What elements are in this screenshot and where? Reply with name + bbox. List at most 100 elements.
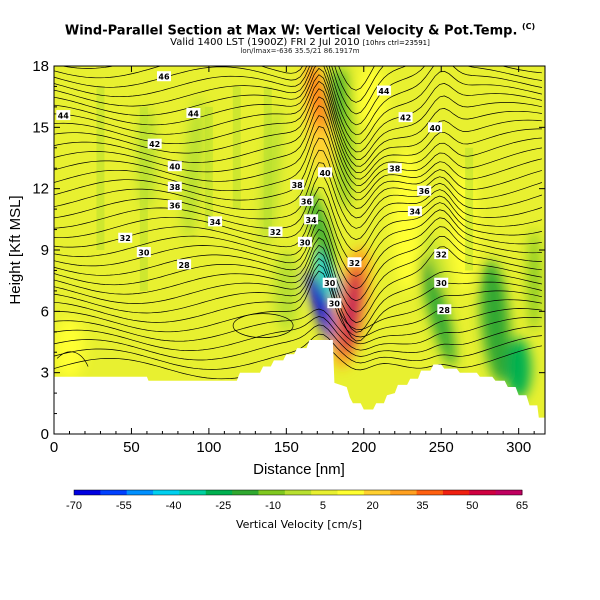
theta-contour-labels: 46 44 44 42 40 38 36 34 32 30 28 32 38 40 36 34 30 30 30 32… — [56, 71, 452, 315]
theta-contour — [54, 125, 542, 201]
theta-label: 38 — [292, 181, 304, 190]
vertical-streak — [204, 106, 213, 230]
theta-contour — [54, 88, 542, 174]
x-tick-label: 300 — [506, 439, 531, 456]
colorbar-segment — [74, 490, 101, 495]
colorbar-segment — [442, 490, 470, 495]
theta-label-box — [268, 226, 283, 237]
theta-label: 30 — [436, 279, 448, 288]
theta-label: 28 — [179, 261, 191, 270]
theta-label: 30 — [329, 300, 341, 309]
colorbar-segment — [311, 490, 339, 495]
theta-label: 36 — [419, 187, 431, 196]
theta-label: 44 — [188, 110, 200, 119]
theta-contour — [54, 66, 542, 115]
theta-label: 42 — [149, 140, 160, 149]
theta-label-box — [56, 110, 71, 121]
x-tick-label: 100 — [196, 439, 221, 456]
theta-contour — [54, 235, 542, 313]
theta-label-box — [186, 108, 201, 119]
theta-label-box — [304, 214, 319, 225]
theta-contour — [54, 162, 543, 229]
colorbar-segment — [495, 490, 523, 495]
theta-contour — [54, 149, 543, 219]
colorbar-segment — [337, 490, 365, 495]
x-axis: 0 50 100 150 200 250 300 — [50, 66, 535, 456]
theta-label-box — [167, 200, 182, 211]
colorbar-tick-label: 50 — [466, 500, 478, 512]
colorbar-segment — [205, 490, 233, 495]
theta-label-box — [437, 304, 452, 315]
chart-title-text: Wind-Parallel Section at Max W: Vertical… — [64, 23, 518, 39]
colorbar-segment — [363, 490, 391, 495]
chart-title: Wind-Parallel Section at Max W: Vertical… — [0, 22, 600, 38]
colorbar-segment — [284, 490, 312, 495]
theta-contour — [54, 74, 542, 160]
theta-contour — [54, 251, 542, 333]
colorbar-segment — [416, 490, 444, 495]
vertical-streak — [232, 86, 241, 210]
theta-contour — [54, 186, 542, 252]
colorbar-frame — [73, 489, 523, 496]
valid-time-text: Valid 1400 LST (1900Z) FRI 2 Jul 2010 — [170, 37, 360, 48]
velocity-cell — [309, 66, 326, 134]
velocity-cell — [54, 317, 85, 379]
colorbar-segment — [100, 490, 128, 495]
colorbar-tick-label: 20 — [367, 500, 379, 512]
y-tick-label: 15 — [32, 119, 49, 136]
theta-contour — [56, 351, 89, 367]
x-tick-label: 50 — [123, 439, 140, 456]
vertical-streak — [96, 86, 105, 250]
theta-label: 32 — [436, 251, 447, 260]
colorbar-segment — [153, 490, 180, 495]
theta-contour — [54, 270, 542, 338]
theta-label: 38 — [389, 165, 401, 174]
theta-label: 34 — [409, 208, 421, 217]
theta-label: 42 — [400, 114, 411, 123]
theta-contour — [54, 66, 542, 126]
theta-label: 30 — [324, 279, 336, 288]
colorbar-segment — [126, 490, 154, 495]
theta-label: 30 — [138, 249, 150, 258]
colorbar-tick-label: 5 — [320, 500, 326, 512]
theta-contour — [54, 66, 542, 145]
theta-label-box — [208, 216, 223, 227]
colorbar-label: Vertical Velocity [cm/s] — [236, 518, 362, 531]
theta-label-box — [428, 122, 443, 133]
colorbar-segment — [390, 490, 418, 495]
colorbar-segment — [232, 490, 259, 495]
colorbar-segment — [179, 490, 207, 495]
terrain — [54, 340, 545, 434]
run-info-text: [10hrs ctrl=23591] — [362, 39, 430, 47]
y-tick-label: 3 — [41, 365, 49, 382]
theta-label-box — [290, 179, 305, 190]
theta-label-box — [177, 259, 192, 270]
x-tick-label: 150 — [274, 439, 299, 456]
velocity-cell — [422, 229, 448, 292]
colorbar-tick-label: 35 — [416, 500, 428, 512]
theta-label: 40 — [169, 163, 181, 172]
x-axis-label: Distance [nm] — [253, 461, 345, 478]
theta-label: 32 — [270, 228, 281, 237]
colorbar-tick-label: -55 — [116, 500, 132, 512]
theta-label: 34 — [306, 216, 318, 225]
theta-contour — [54, 324, 542, 361]
theta-label-box — [398, 112, 413, 123]
theta-label-box — [136, 247, 151, 258]
colorbar-tick-label: 65 — [516, 500, 528, 512]
vertical-streak — [465, 147, 474, 271]
theta-label-box — [347, 257, 362, 268]
theta-label: 36 — [169, 202, 181, 211]
theta-label: 40 — [429, 124, 441, 133]
theta-contour — [54, 258, 542, 342]
theta-label: 44 — [378, 87, 390, 96]
valid-time-line: Valid 1400 LST (1900Z) FRI 2 Jul 2010 [1… — [0, 37, 600, 48]
colorbar-tick-label: -40 — [166, 500, 182, 512]
y-tick-label: 6 — [41, 303, 49, 320]
theta-label-box — [167, 181, 182, 192]
theta-label: 36 — [301, 197, 313, 206]
colorbar-tick-label: -70 — [66, 500, 82, 512]
plot-area: 46 44 44 42 40 38 36 34 32 30 28 32 38 40 36 34 30 30 30 32… — [54, 66, 545, 434]
theta-label-box — [156, 71, 171, 82]
